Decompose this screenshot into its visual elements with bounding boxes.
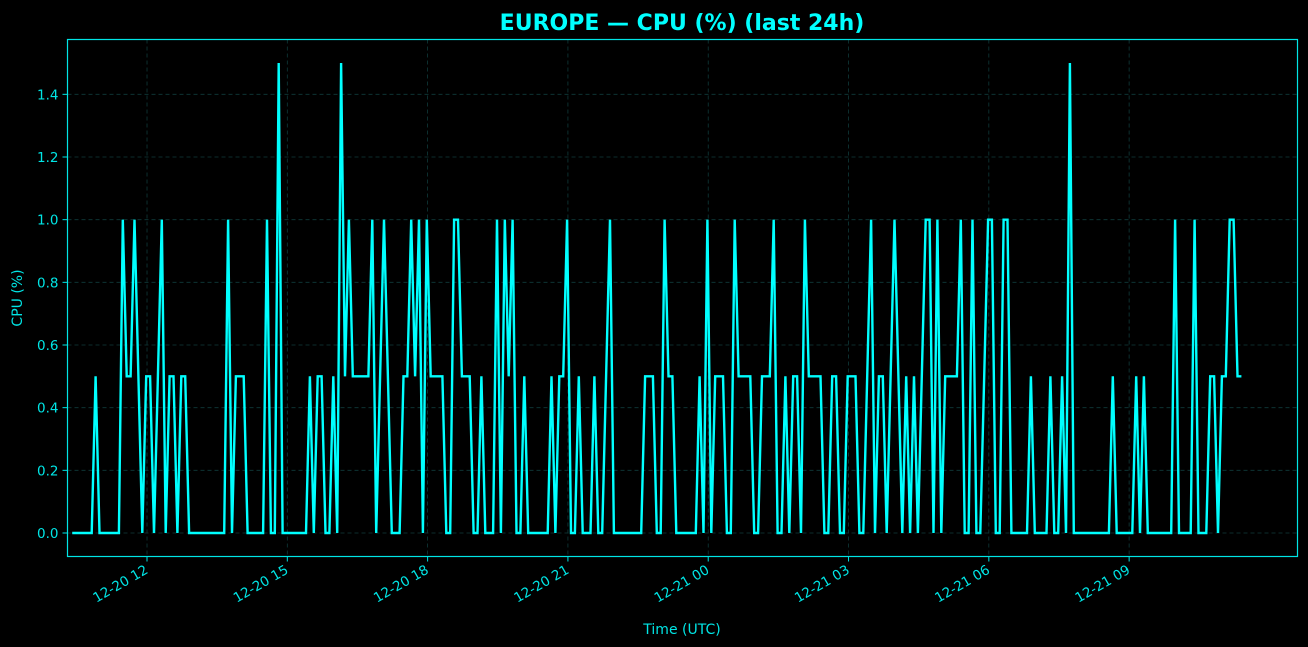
y-tick-label: 0.8 <box>37 275 58 291</box>
y-tick-label: 0.4 <box>37 401 58 417</box>
chart-title: EUROPE — CPU (%) (last 24h) <box>500 11 865 36</box>
y-axis-ticks: 0.0 0.2 0.4 0.6 0.8 1.0 1.2 1.4 <box>37 87 68 542</box>
cpu-series-line <box>72 62 1242 535</box>
y-tick-label: 1.2 <box>37 150 58 166</box>
grid-lines <box>67 39 1298 557</box>
y-tick-label: 1.4 <box>37 87 58 103</box>
plot-area-frame <box>66 38 1299 558</box>
y-tick-label: 0.0 <box>37 526 58 542</box>
y-tick-label: 0.2 <box>37 463 58 479</box>
y-tick-label: 0.6 <box>37 338 58 354</box>
y-tick-label: 1.0 <box>37 213 58 229</box>
y-axis-label: CPU (%) <box>10 269 26 326</box>
x-axis-label: Time (UTC) <box>642 622 720 638</box>
